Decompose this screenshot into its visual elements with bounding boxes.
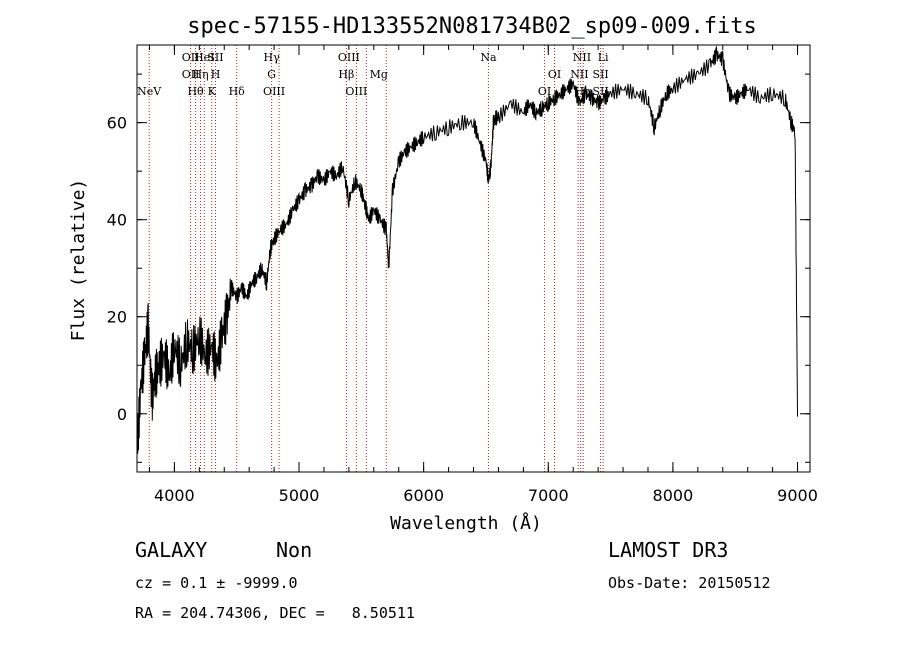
x-tick-label: 6000	[403, 486, 444, 505]
line-label: OI	[548, 68, 561, 81]
y-tick-label: 40	[107, 211, 127, 230]
y-tick-label: 0	[117, 405, 127, 424]
line-label: Hθ	[187, 85, 204, 98]
line-label: OII	[182, 51, 200, 64]
line-label: SII	[207, 51, 223, 64]
line-label: Mg	[370, 68, 388, 81]
survey-name: LAMOST DR3	[608, 538, 729, 562]
line-label: HeI	[194, 51, 214, 64]
x-tick-label: 5000	[279, 486, 320, 505]
line-markers	[148, 45, 604, 472]
x-axis-label: Wavelength (Å)	[390, 512, 542, 534]
y-axis: 0 20 40 60	[107, 73, 810, 463]
x-tick-label: 8000	[653, 486, 694, 505]
line-label: Hγ	[264, 51, 281, 64]
line-label: Li	[598, 51, 609, 64]
observation-date: Obs-Date: 20150512	[608, 574, 771, 592]
spectrum-line	[136, 45, 798, 454]
y-axis-label: Flux (relative)	[68, 179, 89, 342]
x-tick-label: 4000	[154, 486, 195, 505]
line-label: OIII	[263, 85, 285, 98]
object-subclass: Non	[276, 538, 313, 562]
object-class: GALAXY	[135, 538, 208, 562]
line-label: G	[267, 68, 276, 81]
x-tick-label: 9000	[777, 486, 818, 505]
plot-frame	[136, 44, 811, 473]
coordinates: RA = 204.74306, DEC = 8.50511	[135, 604, 415, 622]
line-label: K	[208, 85, 217, 98]
line-label: Hβ	[338, 68, 354, 81]
line-label: NII	[573, 51, 591, 64]
line-label: NII	[570, 68, 588, 81]
y-tick-label: 20	[107, 308, 127, 327]
chart-title: spec-57155-HD133552N081734B02_sp09-009.f…	[187, 14, 757, 39]
line-label: NeV	[137, 85, 162, 98]
line-label: OII	[182, 68, 200, 81]
redshift-value: cz = 0.1 ± -9999.0	[135, 574, 298, 592]
line-label: Na	[480, 51, 497, 64]
x-axis: 4000 5000 6000 7000 8000 9000	[148, 45, 818, 505]
line-label: Hη	[192, 68, 208, 81]
line-label: Hδ	[229, 85, 246, 98]
y-tick-label: 60	[107, 114, 127, 133]
line-label: OI	[538, 85, 551, 98]
line-label: H	[211, 68, 221, 81]
line-label: OIII	[345, 85, 367, 98]
line-label: OIII	[338, 51, 360, 64]
x-tick-label: 7000	[528, 486, 569, 505]
line-label: SII	[593, 68, 609, 81]
